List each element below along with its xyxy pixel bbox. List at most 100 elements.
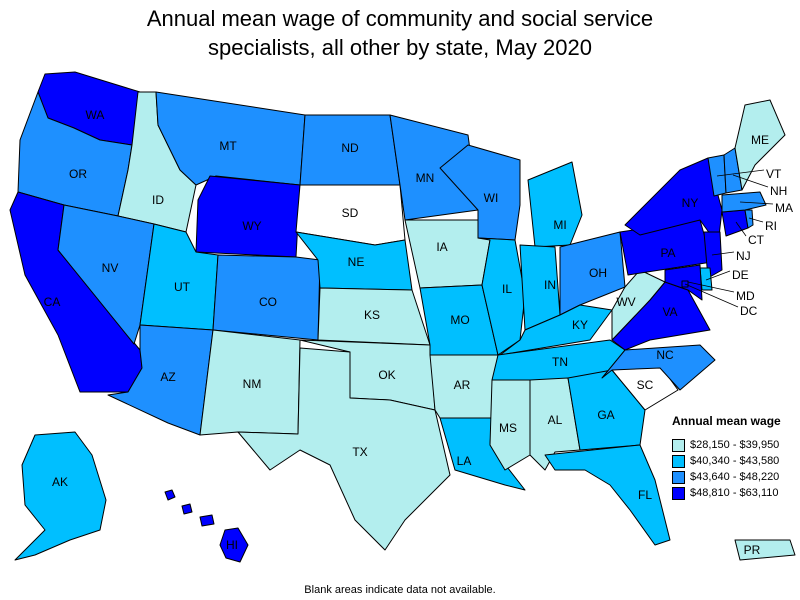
label-leader-dc xyxy=(684,283,739,308)
state-label-nd: ND xyxy=(341,141,359,155)
label-leader-nh xyxy=(732,174,769,188)
legend-title: Annual mean wage xyxy=(672,414,781,428)
state-ms[interactable] xyxy=(489,379,531,471)
state-label-nh: NH xyxy=(770,184,787,198)
state-label-az: AZ xyxy=(160,370,175,384)
legend-item: $48,810 - $63,110 xyxy=(672,485,800,501)
state-hi-island[interactable] xyxy=(199,514,215,527)
label-leader-ct xyxy=(735,221,747,237)
state-label-ky: KY xyxy=(572,318,588,332)
state-label-ks: KS xyxy=(364,308,380,322)
state-me[interactable] xyxy=(734,99,786,191)
state-label-nj: NJ xyxy=(736,249,751,263)
map-title: Annual mean wage of community and social… xyxy=(0,4,800,62)
state-label-de: DE xyxy=(732,268,749,282)
state-mi[interactable] xyxy=(527,161,583,248)
state-ia[interactable] xyxy=(404,219,491,289)
state-label-ne: NE xyxy=(348,255,365,269)
state-fl[interactable] xyxy=(544,444,671,546)
state-label-ok: OK xyxy=(378,368,395,382)
state-mn[interactable] xyxy=(389,114,479,221)
legend-label: $28,150 - $39,950 xyxy=(690,439,780,451)
label-leader-vt xyxy=(716,169,765,177)
state-label-dc: DC xyxy=(740,304,758,318)
state-label-sd: SD xyxy=(342,206,359,220)
legend-label: $40,340 - $43,580 xyxy=(690,455,780,467)
label-leader-nj xyxy=(711,251,735,256)
label-leader-ri xyxy=(748,217,764,223)
legend-label: $48,810 - $63,110 xyxy=(690,487,779,499)
legend-swatch xyxy=(672,486,685,500)
state-label-tn: TN xyxy=(552,355,568,369)
legend-swatch xyxy=(672,470,685,484)
state-label-ny: NY xyxy=(682,196,699,210)
legend-swatch xyxy=(672,438,685,452)
state-label-hi: HI xyxy=(226,538,238,552)
state-label-id: ID xyxy=(152,193,164,207)
state-label-pa: PA xyxy=(660,246,675,260)
map-title-line-1: Annual mean wage of community and social… xyxy=(146,6,654,31)
legend-item: $40,340 - $43,580 xyxy=(672,453,800,469)
state-label-tx: TX xyxy=(352,445,367,459)
footnote: Blank areas indicate data not available. xyxy=(304,584,496,596)
state-label-wa: WA xyxy=(86,108,105,122)
state-label-fl: FL xyxy=(638,488,652,502)
state-label-ri: RI xyxy=(765,219,777,233)
state-label-ma: MA xyxy=(775,201,793,215)
state-nc[interactable] xyxy=(601,344,716,391)
state-ct[interactable] xyxy=(721,209,749,237)
legend-item: $43,640 - $48,220 xyxy=(672,469,800,485)
state-label-ct: CT xyxy=(748,233,765,247)
state-label-ia: IA xyxy=(436,240,447,254)
state-label-nm: NM xyxy=(243,377,262,391)
state-label-wy: WY xyxy=(242,219,261,233)
legend-label: $43,640 - $48,220 xyxy=(690,471,780,483)
state-label-al: AL xyxy=(548,413,563,427)
state-label-wi: WI xyxy=(484,191,499,205)
state-ga[interactable] xyxy=(567,369,646,451)
state-ny[interactable] xyxy=(624,157,723,246)
state-pr[interactable] xyxy=(734,539,796,561)
state-wy[interactable] xyxy=(195,175,301,258)
state-label-or: OR xyxy=(69,167,87,181)
state-label-la: LA xyxy=(457,454,472,468)
state-label-ga: GA xyxy=(597,408,614,422)
state-label-va: VA xyxy=(662,305,677,319)
legend-swatch xyxy=(672,454,685,468)
state-label-co: CO xyxy=(259,295,277,309)
state-label-ca: CA xyxy=(44,295,61,309)
state-label-mn: MN xyxy=(416,171,435,185)
state-hi[interactable] xyxy=(219,527,249,563)
state-co[interactable] xyxy=(212,254,321,341)
state-label-sc: SC xyxy=(637,378,654,392)
state-ak[interactable] xyxy=(14,431,107,561)
state-label-nv: NV xyxy=(102,261,119,275)
state-label-vt: VT xyxy=(766,167,782,181)
state-label-md: MD xyxy=(736,289,755,303)
label-leader-de xyxy=(705,270,731,281)
state-label-il: IL xyxy=(502,282,512,296)
label-leader-md xyxy=(687,281,735,293)
state-oh[interactable] xyxy=(559,231,626,316)
state-label-ak: AK xyxy=(52,475,68,489)
state-label-wv: WV xyxy=(616,295,635,309)
state-label-ut: UT xyxy=(174,280,191,294)
state-label-oh: OH xyxy=(589,266,607,280)
label-leader-ma xyxy=(739,201,774,205)
legend-item: $28,150 - $39,950 xyxy=(672,437,800,453)
state-label-mi: MI xyxy=(553,218,566,232)
state-label-ar: AR xyxy=(454,378,471,392)
state-label-mt: MT xyxy=(219,139,237,153)
state-il[interactable] xyxy=(477,237,526,356)
map-title-line-2: specialists, all other by state, May 202… xyxy=(208,35,592,60)
state-label-in: IN xyxy=(544,278,556,292)
state-hi-island[interactable] xyxy=(164,489,176,501)
state-tx[interactable] xyxy=(237,347,451,551)
state-hi-island[interactable] xyxy=(181,503,193,515)
state-label-me: ME xyxy=(751,133,769,147)
state-ri[interactable] xyxy=(744,209,754,229)
state-label-ms: MS xyxy=(499,421,517,435)
legend: Annual mean wage $28,150 - $39,950 $40,3… xyxy=(672,414,800,501)
state-wi[interactable] xyxy=(439,144,521,241)
